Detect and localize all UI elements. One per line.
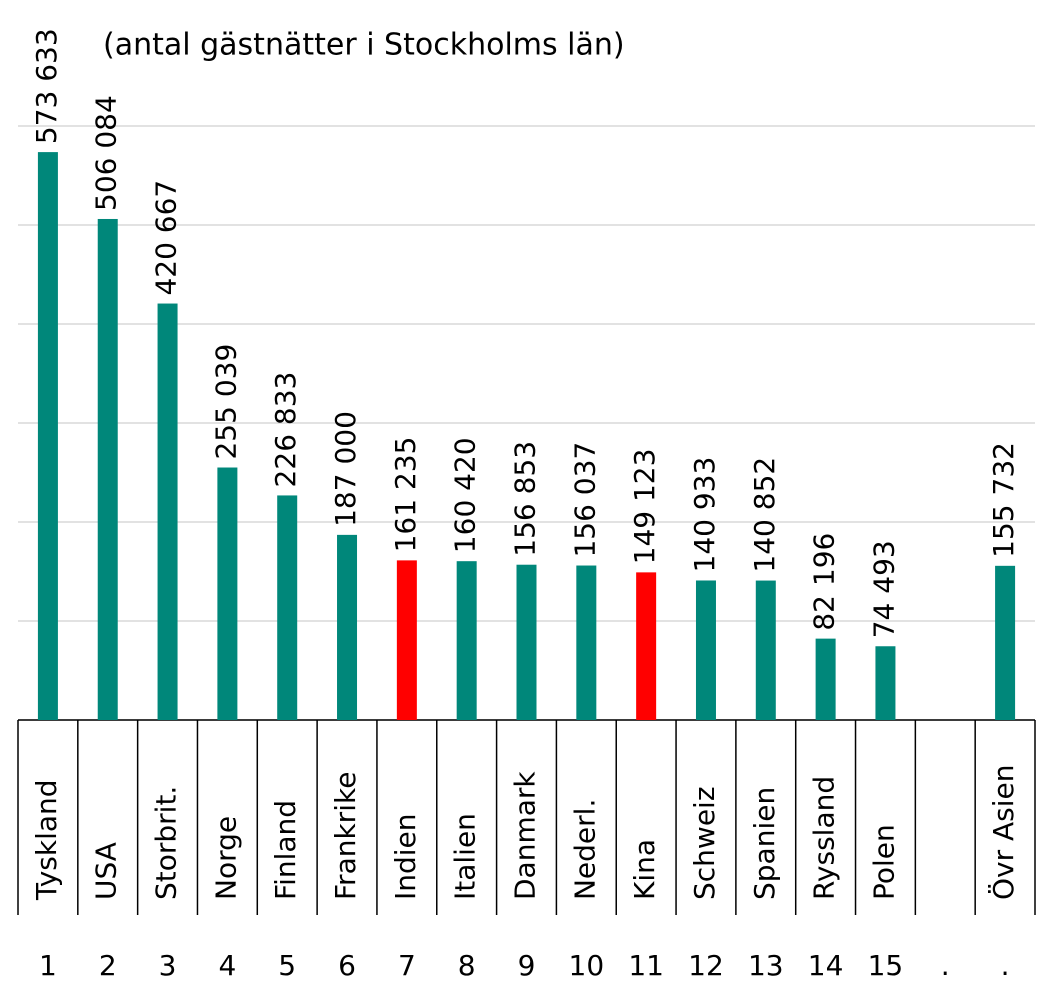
- rank-label: 9: [518, 949, 536, 982]
- rank-label: 5: [278, 949, 296, 982]
- value-label: 255 039: [209, 344, 242, 460]
- x-tick-label: Schweiz: [688, 786, 721, 900]
- x-tick-label: USA: [90, 842, 123, 900]
- bar: [815, 638, 836, 720]
- value-label: 573 633: [30, 28, 63, 144]
- x-tick-label: Tyskland: [30, 779, 63, 901]
- value-label: 140 852: [748, 457, 781, 573]
- value-label: 155 732: [987, 442, 1020, 558]
- bar: [337, 534, 358, 720]
- x-tick-label: Kina: [628, 839, 661, 900]
- bar: [516, 564, 537, 720]
- x-tick-label: Nederl.: [568, 799, 601, 900]
- value-label: 140 933: [688, 457, 721, 573]
- x-tick-label: Spanien: [748, 787, 781, 900]
- bar: [277, 495, 298, 720]
- x-tick-label: Italien: [449, 813, 482, 900]
- bar: [875, 646, 896, 720]
- rank-label: .: [941, 949, 950, 982]
- bar: [157, 303, 178, 720]
- bar: [576, 565, 597, 720]
- bar: [695, 580, 716, 720]
- rank-label: 13: [748, 949, 784, 982]
- x-tick-label: Polen: [867, 824, 900, 900]
- value-label: 149 123: [628, 449, 661, 565]
- x-tick-label: Frankrike: [329, 772, 362, 900]
- rank-label: 14: [808, 949, 844, 982]
- bar: [37, 152, 58, 720]
- value-label: 506 084: [90, 95, 123, 211]
- rank-label: 11: [628, 949, 664, 982]
- rank-label: 15: [868, 949, 904, 982]
- rank-label: 12: [688, 949, 724, 982]
- x-tick-label: Ryssland: [808, 776, 841, 900]
- bar: [396, 560, 417, 720]
- rank-label: 3: [159, 949, 177, 982]
- chart-subtitle: (antal gästnätter i Stockholms län): [103, 28, 625, 63]
- bar: [636, 572, 657, 720]
- value-label: 187 000: [329, 411, 362, 527]
- value-label: 161 235: [389, 437, 422, 553]
- bar: [755, 580, 776, 720]
- rank-label: 6: [338, 949, 356, 982]
- x-tick-label: Storbrit.: [150, 786, 183, 900]
- value-label: 74 493: [867, 540, 900, 638]
- rank-label: 10: [569, 949, 605, 982]
- bar: [456, 561, 477, 720]
- value-label: 82 196: [808, 533, 841, 631]
- x-tick-label: Danmark: [509, 771, 542, 900]
- bar: [217, 467, 238, 720]
- rank-label: 2: [99, 949, 117, 982]
- rank-label: 8: [458, 949, 476, 982]
- rank-label: 7: [398, 949, 416, 982]
- x-tick-label: Norge: [209, 816, 242, 900]
- value-label: 226 833: [269, 372, 302, 488]
- value-label: 420 667: [150, 180, 183, 296]
- x-tick-label: Indien: [389, 813, 422, 900]
- x-tick-label: Övr Asien: [986, 764, 1020, 900]
- x-tick-label: Finland: [269, 800, 302, 900]
- value-label: 156 037: [568, 442, 601, 558]
- value-label: 160 420: [449, 437, 482, 553]
- rank-label: 1: [39, 949, 57, 982]
- rank-label: .: [1001, 949, 1010, 982]
- rank-label: 4: [218, 949, 236, 982]
- bar: [97, 218, 118, 720]
- bar: [995, 565, 1016, 720]
- value-label: 156 853: [509, 441, 542, 557]
